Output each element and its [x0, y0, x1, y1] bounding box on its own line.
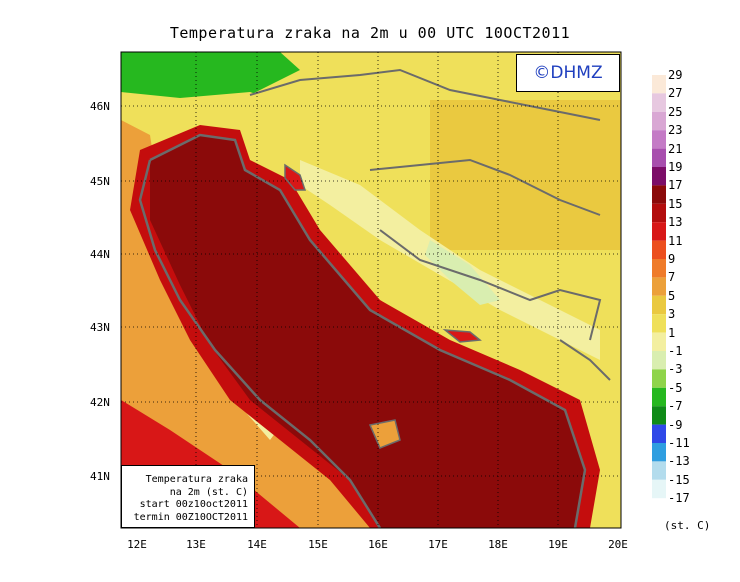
colorbar-swatch	[652, 479, 666, 499]
lon-label: 19E	[548, 538, 568, 551]
colorbar-swatch	[652, 111, 666, 131]
colorbar-label: 25	[668, 104, 683, 119]
colorbar-swatch	[652, 369, 666, 388]
colorbar-label: -11	[668, 436, 690, 450]
colorbar-label: -1	[668, 344, 683, 358]
island-krk	[284, 163, 307, 191]
colorbar-label: 5	[668, 288, 676, 303]
colorbar-swatch	[652, 277, 666, 296]
colorbar-label: -13	[668, 454, 690, 469]
dinaric-cold-spots	[425, 240, 500, 305]
map-title: Temperatura zraka na 2m u 00 UTC 10OCT20…	[169, 24, 571, 42]
colorbar-label: 9	[668, 252, 676, 266]
plot-frame	[120, 51, 622, 529]
colorbar-label: 15	[668, 196, 683, 211]
colorbar-swatch	[652, 424, 666, 443]
gargano	[368, 419, 401, 449]
colorbar-label: 3	[668, 307, 676, 322]
colorbar-swatch	[652, 314, 666, 333]
colorbar-label: -7	[668, 399, 683, 414]
country-border-croatia	[369, 158, 601, 216]
colorbar-swatch	[652, 443, 666, 462]
colorbar-swatch	[652, 167, 666, 186]
colorbar-label: 7	[668, 270, 676, 285]
colorbar-swatch	[652, 295, 666, 315]
colorbar-label: 19	[668, 160, 683, 174]
italy-coastline	[138, 159, 382, 528]
lat-label: 46N	[90, 100, 110, 113]
colorbar-label: 11	[668, 233, 683, 248]
colorbar-swatch	[652, 185, 666, 204]
alps-cold-zone	[121, 52, 300, 100]
lat-label: 43N	[90, 321, 110, 334]
dhmz-watermark: ©DHMZ	[516, 54, 620, 92]
lon-label: 18E	[488, 538, 508, 551]
lat-label: 44N	[90, 248, 110, 261]
colorbar-units: (st. C)	[664, 519, 711, 532]
colorbar-swatch	[652, 148, 666, 167]
colorbar-label: -9	[668, 417, 683, 432]
country-border-bosnia	[379, 229, 602, 341]
island-brac	[442, 329, 482, 343]
colorbar-label: 27	[668, 86, 683, 101]
colorbar-swatch	[652, 222, 666, 241]
lon-label: 14E	[247, 538, 267, 551]
lon-label: 13E	[186, 538, 206, 551]
colorbar-label: -17	[668, 491, 690, 506]
country-border-montenegro	[559, 339, 611, 381]
colorbar-swatch	[652, 203, 666, 223]
lon-label: 16E	[368, 538, 388, 551]
colorbar-swatch	[652, 351, 666, 370]
italy-land	[121, 120, 370, 528]
lat-label: 42N	[90, 396, 110, 409]
lon-label: 20E	[608, 538, 628, 551]
lon-label: 12E	[127, 538, 147, 551]
colorbar-label: -3	[668, 362, 683, 377]
colorbar-swatch	[652, 406, 666, 425]
country-border-north	[249, 68, 601, 121]
info-line-1: Temperatura zraka	[145, 474, 248, 485]
colorbar-swatch	[652, 461, 666, 480]
coastline	[149, 133, 587, 528]
colorbar-swatch	[652, 259, 666, 278]
colorbar-label: 17	[668, 178, 683, 193]
lon-label: 15E	[308, 538, 328, 551]
alps-transition	[121, 92, 300, 125]
colorbar-swatch	[652, 93, 666, 112]
colorbar-label: 1	[668, 325, 676, 340]
inland-warm-zone	[430, 100, 621, 250]
colorbar-label: 21	[668, 141, 683, 156]
lat-label: 41N	[90, 470, 110, 483]
info-line-2: na 2m (st. C)	[169, 486, 248, 498]
grid-lines	[121, 52, 621, 528]
colorbar-label: 23	[668, 123, 683, 138]
lat-label: 45N	[90, 175, 110, 188]
legend-info-box: Temperatura zraka na 2m (st. C) start 00…	[121, 465, 255, 528]
lon-label: 17E	[428, 538, 448, 551]
info-line-3: start 00z10oct2011	[139, 499, 248, 510]
colorbar-swatch	[652, 387, 666, 407]
colorbar	[652, 75, 666, 499]
colorbar-label: 29	[668, 68, 683, 82]
colorbar-swatch	[652, 130, 666, 149]
colorbar-swatch	[652, 332, 666, 351]
colorbar-swatch	[652, 240, 666, 259]
map-field	[121, 52, 621, 528]
colorbar-swatch	[652, 75, 666, 94]
adriatic-sea	[150, 135, 585, 528]
colorbar-label: 13	[668, 215, 683, 230]
colorbar-label: -5	[668, 380, 683, 395]
colorbar-label: -15	[668, 472, 690, 487]
info-line-4: termin 00Z10OCT2011	[133, 511, 248, 523]
